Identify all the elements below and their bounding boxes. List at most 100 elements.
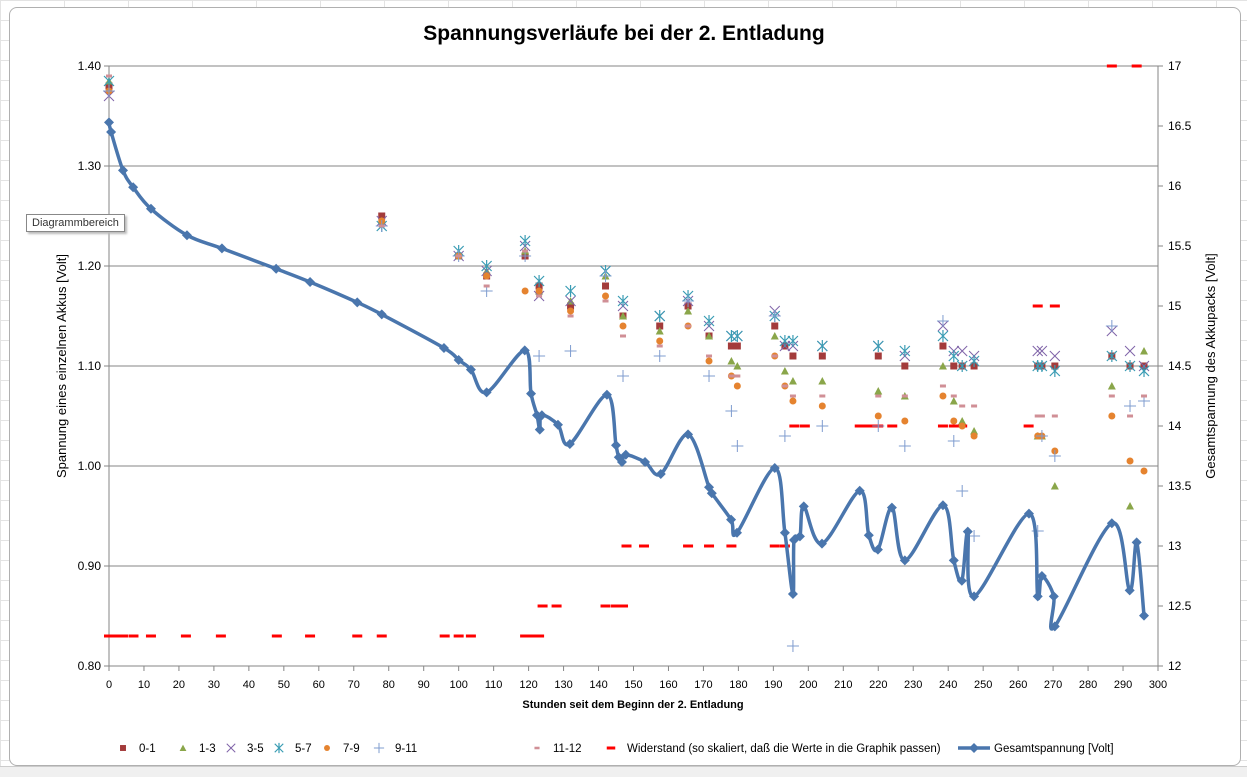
series-11-12-point xyxy=(455,254,462,258)
series-5-7-point xyxy=(519,235,531,247)
resistance-point xyxy=(621,544,632,548)
resistance-point xyxy=(948,424,959,428)
total-voltage-point xyxy=(1139,610,1150,621)
x-tick-label: 120 xyxy=(519,679,537,691)
series-9-11-point xyxy=(1124,400,1137,412)
series-5-7-point xyxy=(787,335,799,347)
chart-frame[interactable] xyxy=(9,7,1241,766)
total-voltage-point xyxy=(683,429,694,440)
series-7-9-point xyxy=(970,432,978,440)
series-1-3-point xyxy=(958,417,967,425)
legend-swatch-3-5 xyxy=(226,743,236,753)
total-voltage-point xyxy=(181,230,192,241)
y-axis-label: Spannung eines einzelnen Akkus [Volt] xyxy=(54,254,69,478)
series-5-7-point xyxy=(703,315,715,327)
x-tick-label: 260 xyxy=(1009,679,1027,691)
x-tick-label: 290 xyxy=(1114,679,1132,691)
total-voltage-point xyxy=(552,419,563,430)
resistance-point xyxy=(726,544,737,548)
series-5-7-point xyxy=(872,340,884,352)
total-voltage-point xyxy=(1023,508,1034,519)
series-9-11-point xyxy=(103,85,115,97)
legend: 0-1 1-3 3-5 5-7 7-9 9-11 11-12 Widerstand (so s… xyxy=(120,742,1114,755)
x-tick-label: 140 xyxy=(589,679,607,691)
series-7-9-point xyxy=(705,357,713,365)
legend-swatch-1-3 xyxy=(179,744,187,751)
series-0-1-point xyxy=(656,322,664,330)
resistance-point xyxy=(1049,304,1060,308)
x-tick-label: 10 xyxy=(138,679,150,691)
x-tick-label: 80 xyxy=(383,679,395,691)
total-voltage-point xyxy=(438,343,449,353)
series-5-7-point xyxy=(816,340,828,352)
series-11-12-point xyxy=(875,394,882,398)
legend-label-5-7: 5-7 xyxy=(295,743,312,755)
total-voltage-point xyxy=(352,297,363,308)
series-7-9-point xyxy=(1140,467,1148,475)
resistance-point xyxy=(527,634,538,638)
y-tick-label: 1.00 xyxy=(78,459,102,473)
series-9-11-point xyxy=(956,485,969,497)
x-tick-label: 20 xyxy=(173,679,185,691)
series-1-3-point xyxy=(770,332,779,340)
total-voltage-point xyxy=(706,488,717,499)
resistance-point xyxy=(180,634,191,638)
series-11-12-point xyxy=(789,394,796,398)
x-tick-label: 110 xyxy=(485,679,503,691)
legend-swatch-5-7 xyxy=(274,742,284,754)
total-voltage-point xyxy=(640,457,651,467)
series-5-7-point xyxy=(1049,365,1061,377)
series-3-5-point xyxy=(1032,345,1044,357)
series-1-3-point xyxy=(938,362,947,370)
series-5-7-point xyxy=(654,310,666,322)
series-5-7-point xyxy=(731,330,743,342)
x-tick-label: 180 xyxy=(729,679,747,691)
total-voltage-point xyxy=(1049,621,1060,632)
legend-label-resistance: Widerstand (so skaliert, daß die Werte i… xyxy=(627,743,941,755)
series-9-11-point xyxy=(936,315,949,327)
series-5-7-point xyxy=(617,295,629,307)
total-voltage-point xyxy=(787,589,798,599)
total-voltage-point xyxy=(962,526,973,537)
resistance-point xyxy=(520,634,531,638)
resistance-point xyxy=(600,604,611,608)
series-5-7-point xyxy=(1106,350,1118,362)
series-11-12-point xyxy=(939,384,946,388)
total-voltage-point xyxy=(271,263,282,274)
resistance-point xyxy=(611,604,622,608)
total-voltage-point xyxy=(948,555,959,566)
legend-swatch-total-marker xyxy=(969,743,979,753)
series-7-9-point xyxy=(535,287,543,295)
resistance-point xyxy=(145,634,156,638)
series-11-12-point xyxy=(1127,414,1134,418)
series-5-7-point xyxy=(565,285,576,297)
horizontal-scrollbar[interactable] xyxy=(0,766,1247,777)
series-11-12-point xyxy=(536,294,543,298)
series-1-3-point xyxy=(655,327,664,335)
x-tick-label: 250 xyxy=(974,679,992,691)
series-11-12-point xyxy=(728,374,735,378)
series-7-9-point xyxy=(818,402,826,410)
series-7-9-point xyxy=(483,272,491,280)
legend-label-0-1: 0-1 xyxy=(139,743,156,755)
total-voltage-point xyxy=(1131,537,1142,548)
series-1-3-point xyxy=(818,377,827,385)
x-tick-label: 300 xyxy=(1149,679,1167,691)
series-9-11-point xyxy=(816,420,829,432)
x-tick-label: 60 xyxy=(313,679,325,691)
series-11-12-point xyxy=(106,74,112,78)
series-1-3-point xyxy=(1140,347,1149,355)
y2-tick-label: 16 xyxy=(1168,179,1182,193)
series-9-11-point xyxy=(617,370,630,382)
resistance-point xyxy=(104,634,114,638)
legend-swatch-7-9 xyxy=(324,745,330,751)
series-9-11-point xyxy=(564,345,577,357)
y2-tick-label: 12.5 xyxy=(1168,599,1192,613)
total-voltage-point xyxy=(1106,518,1117,529)
series-9-11-point xyxy=(703,370,716,382)
series-3-5-point xyxy=(1049,350,1061,362)
x-tick-label: 230 xyxy=(904,679,922,691)
total-voltage-point xyxy=(519,345,530,356)
legend-label-7-9: 7-9 xyxy=(343,743,360,755)
